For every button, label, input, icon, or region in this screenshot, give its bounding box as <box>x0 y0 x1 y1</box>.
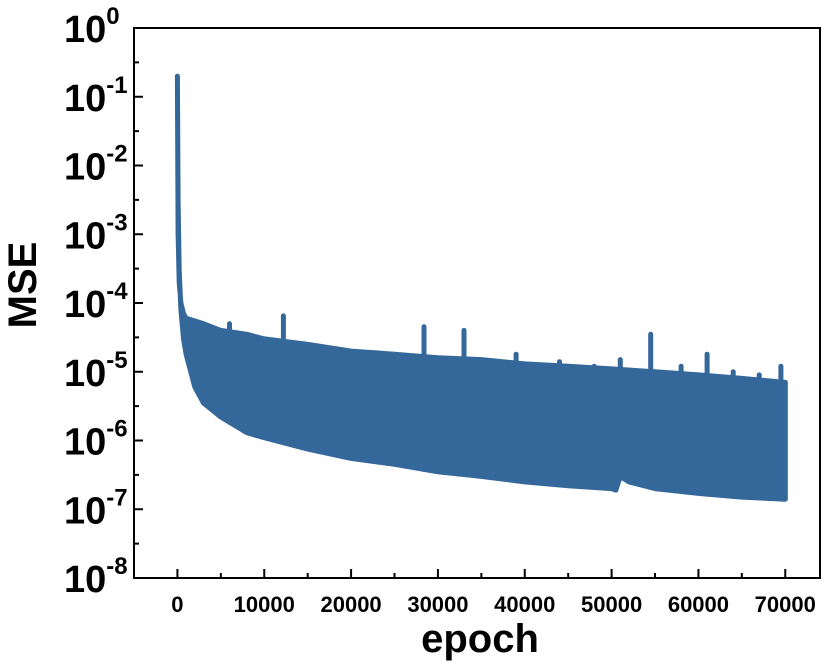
x-tick-label: 30000 <box>407 592 468 617</box>
y-tick-label: 10-3 <box>64 209 128 257</box>
x-tick-label: 40000 <box>494 592 555 617</box>
x-tick-label: 70000 <box>755 592 816 617</box>
x-tick-label: 20000 <box>320 592 381 617</box>
y-tick-label: 10-7 <box>64 484 128 532</box>
x-tick-label: 10000 <box>234 592 295 617</box>
y-axis-title: MSE <box>1 242 45 329</box>
y-tick-label: 10-4 <box>64 278 128 326</box>
x-tick-label: 60000 <box>668 592 729 617</box>
y-tick-label: 100 <box>64 3 120 51</box>
x-tick-label: 0 <box>171 592 183 617</box>
x-tick-label: 50000 <box>581 592 642 617</box>
y-tick-label: 10-5 <box>64 347 128 395</box>
x-axis-title: epoch <box>421 617 539 661</box>
x-axis: 0 10000 20000 30000 40000 50000 60000 70000 <box>171 569 816 617</box>
y-tick-label: 10-8 <box>64 553 128 601</box>
y-tick-label: 10-2 <box>64 141 128 189</box>
mse-series-band <box>174 73 788 502</box>
series-band-area <box>174 73 788 502</box>
y-axis: 100 10-1 10-2 10-3 10-4 10-5 10-6 10-7 10-8 <box>64 3 143 601</box>
y-tick-label: 10-6 <box>64 416 128 464</box>
y-tick-label: 10-1 <box>64 72 128 120</box>
mse-series-spikes <box>201 313 784 502</box>
